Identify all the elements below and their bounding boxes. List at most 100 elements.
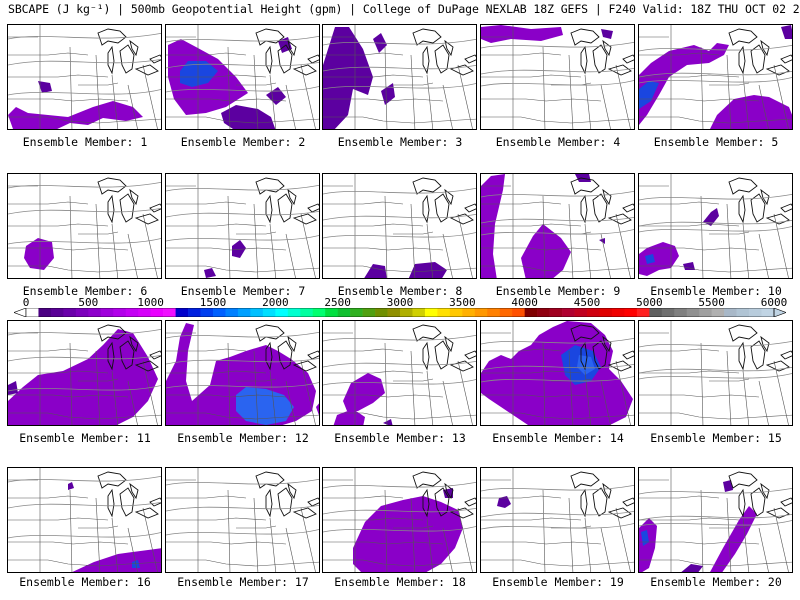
cape-region — [703, 208, 719, 226]
colorbar-swatch — [200, 308, 214, 317]
colorbar-tick-label: 3500 — [449, 296, 476, 309]
colorbar-swatch — [287, 308, 301, 317]
colorbar-swatch — [100, 308, 114, 317]
map-canvas — [8, 468, 161, 572]
colorbar-swatch — [749, 308, 762, 317]
colorbar-swatch — [138, 308, 151, 317]
colorbar-tick-label: 0 — [22, 296, 30, 309]
colorbar-tick-label: 4000 — [511, 296, 538, 309]
ensemble-map-panel — [638, 24, 793, 130]
colorbar-tick-label: 3000 — [386, 296, 414, 309]
cape-region — [8, 381, 18, 395]
colorbar-swatch — [449, 308, 463, 317]
colorbar-swatch — [562, 308, 575, 317]
cape-region — [204, 268, 216, 278]
ensemble-map-panel — [7, 320, 162, 426]
cape-region — [381, 83, 395, 105]
colorbar-swatch — [474, 308, 488, 317]
map-canvas — [323, 468, 476, 572]
map-canvas — [639, 174, 792, 278]
ensemble-map-panel — [322, 320, 477, 426]
colorbar-swatch — [325, 308, 338, 317]
colorbar-swatch — [50, 308, 64, 317]
ensemble-member-label: Ensemble Member: 4 — [495, 135, 621, 149]
cape-region — [316, 403, 319, 416]
colorbar-swatch — [661, 308, 675, 317]
colorbar-swatch — [237, 308, 251, 317]
map-canvas — [639, 25, 792, 129]
colorbar-swatch — [262, 308, 276, 317]
ensemble-map-panel — [7, 467, 162, 573]
colorbar-tick-label: 500 — [78, 296, 99, 309]
colorbar-swatch — [175, 308, 189, 317]
cape-region — [521, 224, 571, 278]
ensemble-map-panel — [165, 24, 320, 130]
colorbar-tick-label: 4500 — [573, 296, 601, 309]
colorbar-swatch — [699, 308, 712, 317]
ensemble-member-label: Ensemble Member: 3 — [337, 135, 463, 149]
colorbar-swatch — [38, 308, 52, 317]
map-canvas — [166, 25, 319, 129]
colorbar-tick-label: 2500 — [324, 296, 351, 309]
ensemble-member-label: Ensemble Member: 12 — [177, 431, 309, 445]
ensemble-member-label: Ensemble Member: 6 — [22, 284, 148, 298]
colorbar-tick-label: 1500 — [199, 296, 227, 309]
ensemble-member-label: Ensemble Member: 20 — [650, 575, 782, 589]
colorbar-swatch — [125, 308, 139, 317]
ensemble-map-panel — [165, 320, 320, 426]
colorbar-swatch — [686, 308, 700, 317]
ensemble-map-panel — [480, 467, 635, 573]
map-canvas — [639, 321, 792, 425]
colorbar-swatch — [300, 308, 314, 317]
colorbar-swatch — [761, 308, 775, 317]
ensemble-member-label: Ensemble Member: 2 — [180, 135, 306, 149]
colorbar-swatch — [549, 308, 563, 317]
colorbar-max-arrow — [773, 308, 786, 317]
map-canvas — [481, 25, 634, 129]
ensemble-map-panel — [165, 467, 320, 573]
colorbar-swatch — [312, 308, 326, 317]
ensemble-member-label: Ensemble Member: 14 — [492, 431, 624, 445]
colorbar-swatch — [599, 308, 613, 317]
ensemble-map-panel — [638, 173, 793, 279]
colorbar-swatch — [537, 308, 550, 317]
ensemble-member-label: Ensemble Member: 10 — [650, 284, 782, 298]
colorbar-swatch — [275, 308, 289, 317]
colorbar-tick-label: 6000 — [760, 296, 788, 309]
ensemble-member-label: Ensemble Member: 13 — [334, 431, 466, 445]
cape-region — [323, 27, 373, 129]
colorbar-swatch — [437, 308, 451, 317]
map-canvas — [166, 321, 319, 425]
colorbar-swatch — [674, 308, 688, 317]
map-canvas — [166, 468, 319, 572]
ensemble-map-panel — [322, 467, 477, 573]
cape-region — [68, 482, 74, 490]
colorbar-swatch — [711, 308, 725, 317]
colorbar-swatch — [88, 308, 102, 317]
map-title: SBCAPE (J kg⁻¹) | 500mb Geopotential Hei… — [8, 2, 800, 16]
map-canvas — [8, 174, 161, 278]
colorbar-swatch — [499, 308, 513, 317]
colorbar-swatch — [362, 308, 376, 317]
cape-region — [710, 506, 757, 572]
colorbar-swatch — [611, 308, 625, 317]
ensemble-map-panel — [322, 173, 477, 279]
colorbar-swatch — [387, 308, 401, 317]
colorbar-swatch — [462, 308, 476, 317]
cape-region — [481, 174, 505, 278]
cape-region — [645, 254, 655, 264]
cape-region — [38, 81, 52, 93]
cape-region — [781, 25, 792, 39]
colorbar-swatch — [75, 308, 89, 317]
colorbar-swatch — [574, 308, 588, 317]
ensemble-member-label: Ensemble Member: 9 — [495, 284, 621, 298]
colorbar-swatch — [163, 308, 176, 317]
ensemble-member-label: Ensemble Member: 1 — [22, 135, 148, 149]
cape-region — [333, 409, 365, 425]
ensemble-map-panel — [7, 173, 162, 279]
cape-region — [383, 419, 393, 425]
map-canvas — [639, 468, 792, 572]
colorbar-swatch — [736, 308, 750, 317]
cape-region — [639, 43, 729, 125]
cape-region — [481, 321, 633, 425]
